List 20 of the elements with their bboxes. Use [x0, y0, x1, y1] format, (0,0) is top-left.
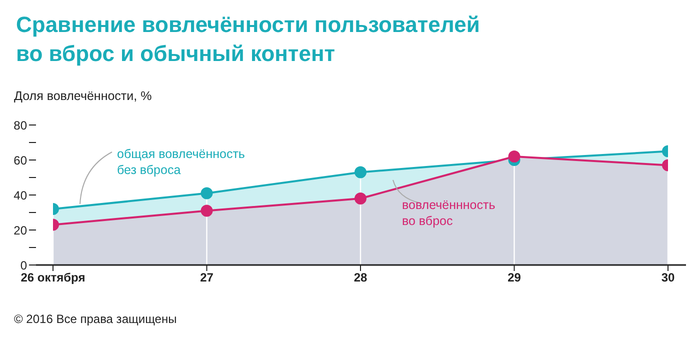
point — [200, 204, 213, 217]
text: © 2016 Все права защищены — [14, 312, 177, 326]
y-tick-label: 60 — [14, 153, 28, 168]
series-label: вовлечённность во вброс — [402, 197, 496, 229]
point — [354, 192, 366, 204]
y-tick-label: 80 — [14, 118, 28, 132]
x-tick-label: 26 октября — [20, 270, 86, 285]
point — [354, 166, 366, 178]
y-axis-title: Доля вовлечённости, % — [14, 89, 152, 103]
chart-title: Сравнение вовлечённости пользователей во вброс и обычный контент — [16, 11, 481, 68]
point — [508, 150, 520, 162]
x-tick-label: 30 — [661, 270, 675, 285]
series-label: общая вовлечённость без вброса — [117, 146, 246, 178]
y-tick-label: 0 — [20, 258, 28, 272]
y-tick-label: 20 — [14, 223, 28, 238]
point — [200, 187, 213, 200]
x-tick-label: 27 — [200, 270, 214, 285]
x-tick-label: 28 — [354, 270, 368, 285]
x-tick-label: 29 — [508, 270, 522, 285]
y-tick-label: 40 — [14, 188, 28, 202]
